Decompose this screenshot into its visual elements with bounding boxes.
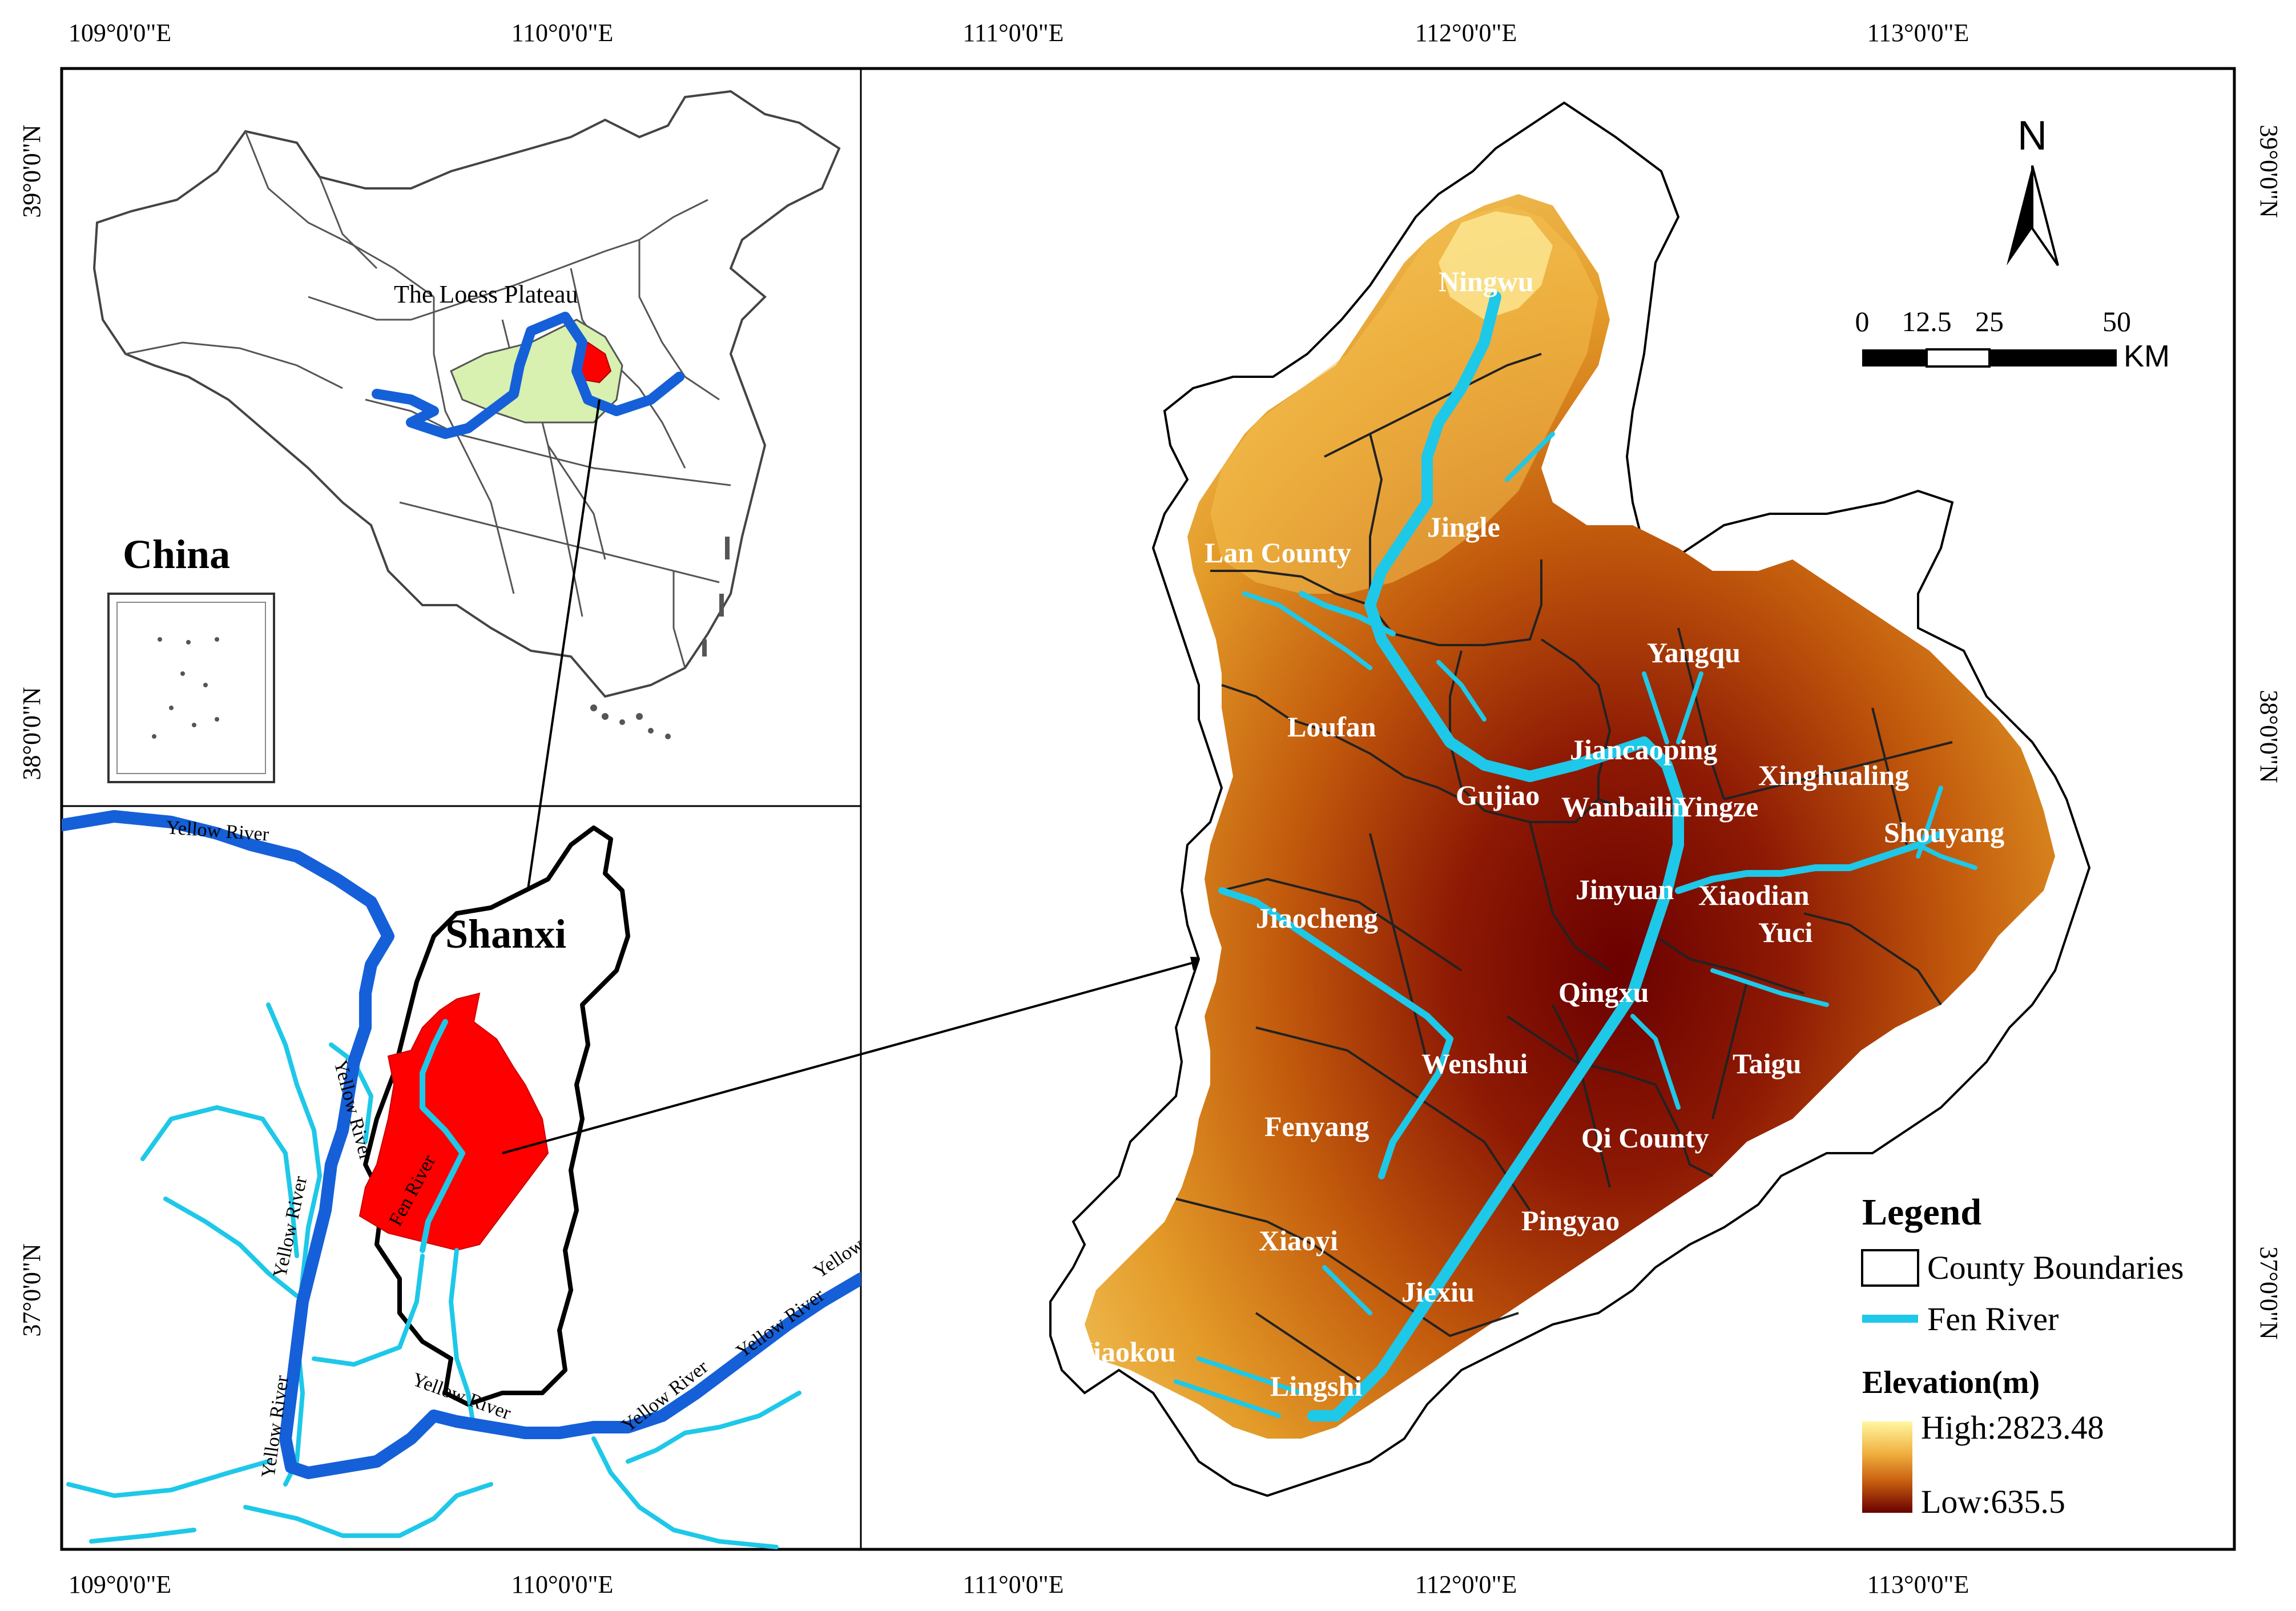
county-label: Qi County (1581, 1122, 1709, 1154)
county-label: Yingze (1675, 791, 1758, 823)
county-label: Qingxu (1558, 976, 1649, 1008)
county-label: Loufan (1287, 711, 1376, 743)
legend-title: Legend (1862, 1191, 1981, 1233)
county-label: Jingle (1427, 511, 1500, 543)
county-boundaries (1175, 353, 1953, 1383)
county-label: Wanbailin (1561, 791, 1689, 823)
coord-left-label: 37°0'0"N (18, 1243, 46, 1336)
county-label: Jiaocheng (1256, 902, 1378, 934)
coord-right-labels: 39°0'0"N 38°0'0"N 37°0'0"N (2255, 124, 2283, 1339)
yellow-river-label: Yellow River (732, 1284, 829, 1363)
scale-tick-label: 12.5 (1902, 305, 1952, 337)
south-china-sea-inset (107, 593, 275, 783)
scale-unit-label: KM (2124, 339, 2170, 373)
main-map: Ningwu Jingle Lan County Yangqu Loufan J… (1049, 101, 2091, 1497)
coord-top-label: 109°0'0"E (69, 19, 171, 47)
pointer-arrow-china-to-shanxi (523, 399, 601, 917)
county-label: Pingyao (1521, 1205, 1620, 1237)
coord-right-label: 39°0'0"N (2255, 124, 2283, 218)
scale-tick-label: 25 (1975, 305, 2004, 337)
county-label: Wenshui (1421, 1048, 1528, 1080)
yellow-river-label: Yellow River (810, 1207, 908, 1283)
legend-county-swatch (1861, 1249, 1919, 1287)
outer-frame (60, 67, 2236, 1551)
county-label: Jiexiu (1401, 1276, 1475, 1308)
coord-top-label: 111°0'0"E (962, 19, 1064, 47)
legend-elevation-high: High:2823.48 (1921, 1409, 2104, 1446)
county-label: Xiaodian (1698, 879, 1810, 911)
yellow-river-china (372, 312, 684, 439)
coord-top-label: 112°0'0"E (1415, 19, 1517, 47)
fen-river-network (1174, 291, 1977, 1421)
coord-left-label: 39°0'0"N (18, 124, 46, 218)
county-label: Lingshi (1270, 1370, 1362, 1402)
map-legend: Legend County Boundaries Fen River Eleva… (1861, 1191, 2184, 1520)
county-label: Fenyang (1264, 1110, 1369, 1142)
coord-bottom-label: 111°0'0"E (962, 1570, 1064, 1598)
legend-county-label: County Boundaries (1927, 1249, 2184, 1286)
fen-river-inset (420, 1019, 465, 1253)
coord-bottom-label: 109°0'0"E (69, 1570, 171, 1598)
county-labels: Ningwu Jingle Lan County Yangqu Loufan J… (1079, 265, 2004, 1402)
county-label: Yangqu (1647, 637, 1741, 668)
coord-bottom-labels: 109°0'0"E 110°0'0"E 111°0'0"E 112°0'0"E … (69, 1570, 1969, 1598)
coord-right-label: 38°0'0"N (2255, 690, 2283, 783)
county-label: Jinyuan (1576, 873, 1674, 905)
scale-bar: 0 12.5 25 50 KM (1855, 305, 2170, 373)
coastline-islands (590, 537, 730, 739)
coord-right-label: 37°0'0"N (2255, 1246, 2283, 1339)
shanxi-title: Shanxi (445, 911, 566, 957)
coord-top-labels: 109°0'0"E 110°0'0"E 111°0'0"E 112°0'0"E … (69, 19, 1969, 47)
coord-top-label: 113°0'0"E (1867, 19, 1969, 47)
coord-bottom-label: 112°0'0"E (1415, 1570, 1517, 1598)
county-label: Xinghualing (1758, 759, 1909, 791)
china-title: China (123, 531, 230, 577)
shanxi-inset: Shanxi Fen River Yellow River Yellow Riv… (62, 810, 908, 1549)
coord-left-labels: 39°0'0"N 38°0'0"N 37°0'0"N (18, 124, 46, 1336)
coord-top-label: 110°0'0"E (511, 19, 614, 47)
legend-elevation-ramp (1862, 1421, 1912, 1513)
county-label: Xiaoyi (1259, 1225, 1338, 1256)
county-label: Ningwu (1439, 265, 1534, 297)
pointer-arrow-shanxi-to-main (502, 957, 1211, 1154)
fen-basin-red (359, 992, 549, 1251)
tributaries (66, 1002, 801, 1549)
county-label: Jiaokou (1079, 1336, 1176, 1368)
north-arrow-icon: N (2007, 113, 2059, 267)
county-label: Taigu (1733, 1048, 1801, 1080)
loess-plateau-label: The Loess Plateau (394, 280, 578, 308)
yellow-river-inset (62, 810, 861, 1479)
county-label: Gujiao (1456, 779, 1540, 811)
coord-bottom-label: 110°0'0"E (511, 1570, 614, 1598)
county-label: Lan County (1205, 537, 1351, 569)
scale-tick-label: 0 (1855, 305, 1870, 337)
scale-tick-label: 50 (2102, 305, 2131, 337)
china-inset: China The Loess Plateau (92, 90, 841, 783)
legend-river-label: Fen River (1927, 1300, 2059, 1338)
north-arrow-label: N (2017, 113, 2047, 159)
legend-elevation-title: Elevation(m) (1862, 1365, 2040, 1400)
coord-bottom-label: 113°0'0"E (1867, 1570, 1969, 1598)
county-label: Yuci (1758, 916, 1813, 948)
coord-left-label: 38°0'0"N (18, 687, 46, 780)
elevation-peak-overlay (1439, 211, 1553, 320)
yellow-river-label: Yellow River (165, 817, 270, 845)
county-label: Shouyang (1884, 816, 2004, 848)
county-label: Jiancaoping (1570, 734, 1717, 766)
legend-elevation-low: Low:635.5 (1921, 1483, 2065, 1520)
